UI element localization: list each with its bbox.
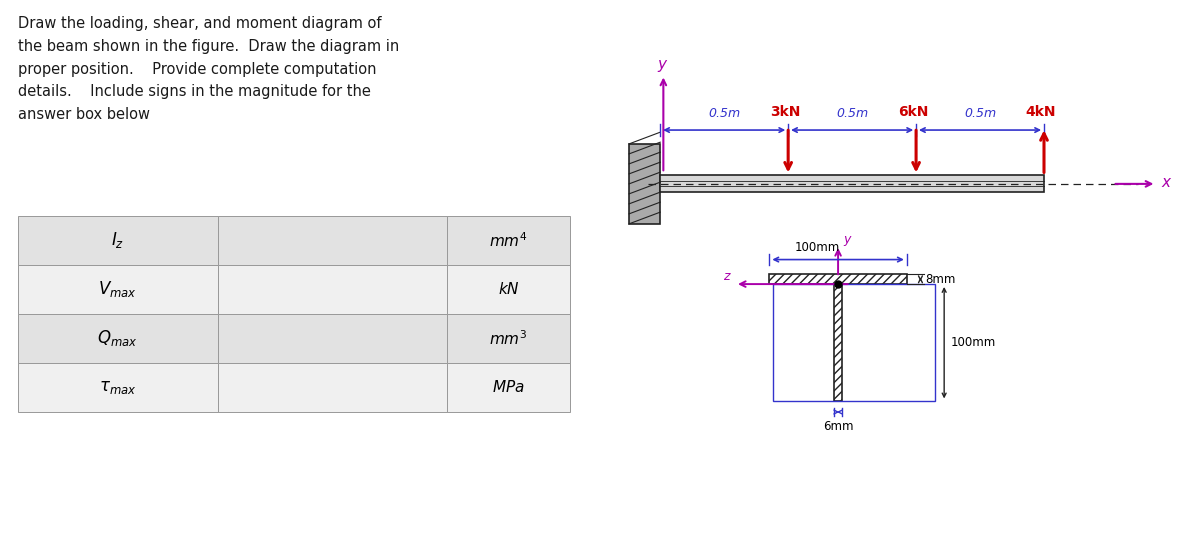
Bar xyxy=(18,363,217,412)
Bar xyxy=(217,265,446,314)
Bar xyxy=(18,265,217,314)
Text: $\tau_{max}$: $\tau_{max}$ xyxy=(98,378,137,397)
Text: $mm^3$: $mm^3$ xyxy=(490,329,528,348)
Bar xyxy=(660,175,1044,192)
Text: 4kN: 4kN xyxy=(1026,106,1056,119)
Text: 6mm: 6mm xyxy=(823,420,853,433)
Bar xyxy=(834,284,842,401)
Text: 100mm: 100mm xyxy=(794,241,840,254)
Text: 3kN: 3kN xyxy=(770,106,800,119)
Text: Draw the loading, shear, and moment diagram of
the beam shown in the figure.  Dr: Draw the loading, shear, and moment diag… xyxy=(18,16,398,122)
Bar xyxy=(769,274,907,284)
Text: 8mm: 8mm xyxy=(925,273,956,286)
Text: x: x xyxy=(1162,174,1170,190)
Bar xyxy=(217,363,446,412)
Bar xyxy=(446,216,570,265)
Text: 100mm: 100mm xyxy=(950,336,996,349)
Text: $I_z$: $I_z$ xyxy=(110,230,125,251)
Text: $Q_{max}$: $Q_{max}$ xyxy=(97,328,138,349)
Bar xyxy=(446,314,570,363)
Bar xyxy=(629,144,660,224)
Bar xyxy=(446,265,570,314)
Text: y: y xyxy=(844,232,851,246)
Bar xyxy=(217,314,446,363)
Text: 0.5m: 0.5m xyxy=(964,108,996,120)
Text: 6kN: 6kN xyxy=(898,106,928,119)
Text: $MPa$: $MPa$ xyxy=(492,379,524,395)
Text: $mm^4$: $mm^4$ xyxy=(490,231,528,250)
Bar xyxy=(446,363,570,412)
Bar xyxy=(18,314,217,363)
Text: y: y xyxy=(658,57,666,72)
Bar xyxy=(18,216,217,265)
Text: z: z xyxy=(722,270,730,284)
Bar xyxy=(217,216,446,265)
Text: $kN$: $kN$ xyxy=(498,281,520,297)
Text: 0.5m: 0.5m xyxy=(836,108,868,120)
Text: $V_{max}$: $V_{max}$ xyxy=(98,279,137,300)
Bar xyxy=(773,284,935,401)
Text: 0.5m: 0.5m xyxy=(708,108,740,120)
